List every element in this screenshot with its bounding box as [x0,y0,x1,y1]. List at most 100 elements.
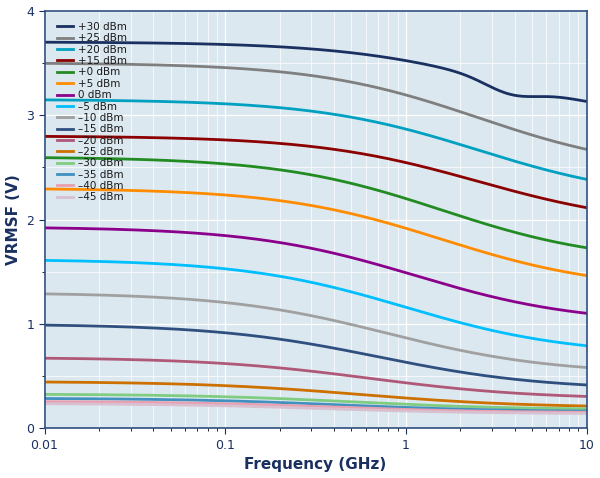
+30 dBm [583,98,590,104]
+30 dBm [449,68,456,74]
+25 dBm [137,62,144,67]
–10 dBm [137,293,144,299]
–45 dBm [449,409,456,415]
–35 dBm [286,400,293,406]
–30 dBm [41,391,48,397]
–25 dBm [403,395,410,401]
Line: –30 dBm: –30 dBm [44,394,587,409]
+5 dBm [361,214,368,219]
+5 dBm [41,186,48,192]
–15 dBm [449,368,456,374]
–40 dBm [286,402,293,408]
–45 dBm [180,402,187,408]
+5 dBm [180,190,187,196]
–35 dBm [180,397,187,403]
–40 dBm [449,408,456,413]
+30 dBm [137,40,144,46]
–30 dBm [583,406,590,412]
–20 dBm [137,357,144,363]
–40 dBm [403,407,410,413]
–25 dBm [286,386,293,392]
–20 dBm [41,355,48,361]
–10 dBm [403,335,410,341]
–15 dBm [180,327,187,333]
–25 dBm [449,398,456,404]
–25 dBm [180,381,187,387]
0 dBm [286,241,293,247]
+0 dBm [449,211,456,217]
+15 dBm [361,151,368,157]
+25 dBm [180,63,187,69]
–25 dBm [583,403,590,409]
+20 dBm [41,97,48,103]
Line: +5 dBm: +5 dBm [44,189,587,275]
–10 dBm [180,296,187,302]
–35 dBm [41,396,48,402]
Line: +30 dBm: +30 dBm [44,42,587,101]
–20 dBm [286,366,293,372]
Line: –35 dBm: –35 dBm [44,399,587,411]
+15 dBm [583,205,590,210]
–15 dBm [41,322,48,328]
–20 dBm [180,358,187,364]
+25 dBm [286,70,293,76]
Line: 0 dBm: 0 dBm [44,228,587,313]
–20 dBm [403,380,410,386]
–5 dBm [180,262,187,268]
–45 dBm [41,401,48,407]
Line: –15 dBm: –15 dBm [44,325,587,385]
+0 dBm [583,245,590,250]
+0 dBm [180,158,187,164]
+5 dBm [137,188,144,194]
+25 dBm [361,82,368,87]
Y-axis label: VRMSF (V): VRMSF (V) [5,174,20,265]
+20 dBm [449,140,456,145]
–30 dBm [137,392,144,398]
–35 dBm [137,396,144,402]
–15 dBm [403,359,410,365]
+0 dBm [137,157,144,163]
Line: –10 dBm: –10 dBm [44,294,587,368]
+30 dBm [180,41,187,46]
–15 dBm [361,351,368,357]
+20 dBm [137,98,144,104]
Line: +15 dBm: +15 dBm [44,136,587,207]
Line: –45 dBm: –45 dBm [44,404,587,413]
Legend: +30 dBm, +25 dBm, +20 dBm, +15 dBm, +0 dBm, +5 dBm, 0 dBm, –5 dBm, –10 dBm, –15 : +30 dBm, +25 dBm, +20 dBm, +15 dBm, +0 d… [55,20,129,205]
+15 dBm [180,136,187,141]
Line: +0 dBm: +0 dBm [44,158,587,248]
–40 dBm [583,410,590,415]
–25 dBm [361,392,368,398]
–10 dBm [449,346,456,351]
–5 dBm [361,293,368,298]
–5 dBm [137,260,144,266]
+5 dBm [583,272,590,278]
–25 dBm [41,379,48,385]
–30 dBm [180,393,187,399]
–40 dBm [180,400,187,406]
+20 dBm [286,106,293,111]
–15 dBm [286,338,293,344]
+15 dBm [137,134,144,140]
–5 dBm [449,318,456,324]
0 dBm [403,270,410,276]
–20 dBm [361,375,368,380]
–10 dBm [583,365,590,370]
+15 dBm [449,172,456,177]
0 dBm [583,310,590,316]
–35 dBm [361,403,368,409]
–45 dBm [403,408,410,414]
–45 dBm [583,411,590,416]
+30 dBm [286,44,293,50]
Line: –20 dBm: –20 dBm [44,358,587,396]
Line: +20 dBm: +20 dBm [44,100,587,179]
–25 dBm [137,380,144,386]
+25 dBm [403,92,410,98]
+0 dBm [403,196,410,202]
–5 dBm [286,275,293,281]
0 dBm [449,283,456,289]
0 dBm [180,229,187,235]
–5 dBm [403,304,410,310]
+30 dBm [403,58,410,64]
–5 dBm [583,343,590,348]
